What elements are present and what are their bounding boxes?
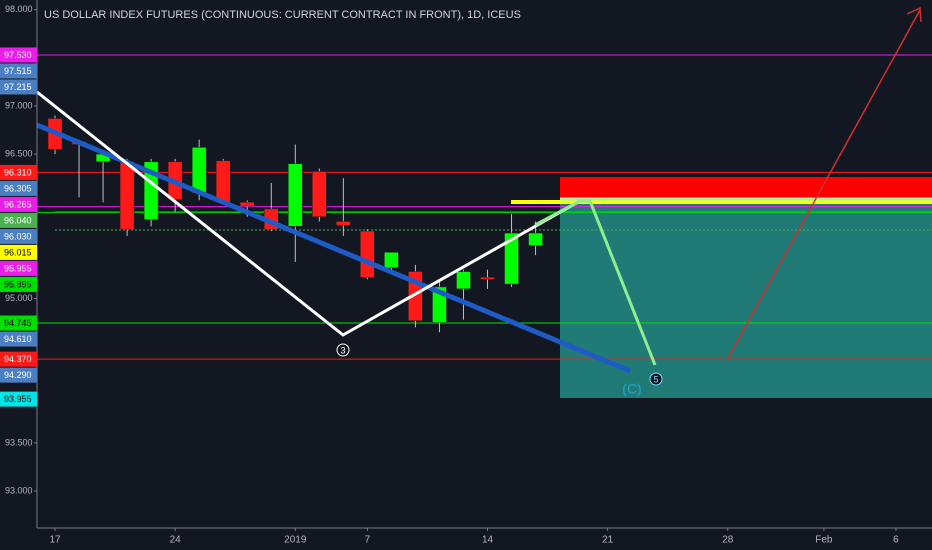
price-label-bg	[0, 63, 37, 79]
blue-trendline	[36, 122, 631, 374]
candle-body	[312, 171, 327, 217]
x-tick-label: 2019	[284, 535, 307, 546]
wave-marker	[336, 343, 350, 357]
target-zone	[560, 198, 932, 398]
price-label-bg	[0, 260, 37, 276]
candle-body	[456, 271, 471, 290]
price-label-bg	[0, 276, 37, 292]
price-label-bg	[0, 180, 37, 196]
price-label: 96.030	[4, 231, 32, 241]
white-wave	[36, 90, 581, 337]
price-label: 94.370	[4, 354, 32, 364]
candle-body	[239, 201, 255, 207]
price-label: 94.745	[4, 318, 32, 328]
x-tick-label: 6	[893, 535, 899, 546]
price-label: 95.955	[4, 263, 32, 273]
price-label: 96.015	[4, 247, 32, 257]
price-label: 94.610	[4, 334, 32, 344]
y-tick-label: 95.000	[5, 293, 33, 303]
wave-label: 3	[340, 345, 345, 355]
candle-body	[288, 163, 303, 227]
wave-label: 5	[653, 374, 658, 384]
price-label: 97.215	[4, 82, 32, 92]
chart-title: US DOLLAR INDEX FUTURES (CONTINUOUS: CUR…	[44, 9, 521, 21]
price-label: 96.040	[4, 215, 32, 225]
red-arrow	[727, 9, 921, 359]
price-label: 97.515	[4, 66, 32, 76]
price-label-bg	[0, 212, 37, 228]
candle-body	[336, 221, 351, 226]
y-tick-label: 93.500	[5, 437, 33, 447]
price-label-bg	[0, 315, 37, 331]
price-label: 94.290	[4, 370, 32, 380]
y-tick-label: 96.500	[5, 148, 33, 158]
x-tick-label: Feb	[815, 535, 833, 546]
price-label: 96.310	[4, 167, 32, 177]
x-tick-label: 14	[482, 535, 494, 546]
candle-body	[360, 230, 375, 278]
price-label-bg	[0, 228, 37, 244]
arrow-head	[906, 6, 922, 23]
y-tick-label: 98.000	[5, 4, 33, 14]
price-label-bg	[0, 244, 37, 260]
price-label: 96.265	[4, 199, 32, 209]
price-label-bg	[0, 164, 37, 180]
x-tick-label: 24	[170, 535, 182, 546]
candle-body	[384, 252, 399, 268]
resistance-zone	[560, 177, 932, 198]
candle-body	[119, 161, 135, 230]
price-label-bg	[0, 367, 37, 383]
x-tick-label: 17	[49, 535, 61, 546]
price-label: 95.895	[4, 279, 32, 289]
price-label-bg	[0, 391, 37, 407]
y-tick-label: 97.000	[5, 100, 33, 110]
price-label: 97.530	[4, 50, 32, 60]
price-label-bg	[0, 79, 37, 95]
price-label-bg	[0, 351, 37, 367]
wave-marker	[649, 372, 663, 386]
candle-body	[215, 160, 231, 203]
x-tick-label: 7	[365, 535, 371, 546]
candle-body	[191, 147, 207, 193]
price-label-bg	[0, 196, 37, 212]
x-tick-label: 28	[722, 535, 734, 546]
price-label: 96.305	[4, 183, 32, 193]
price-label: 93.955	[4, 394, 32, 404]
price-label-bg	[0, 331, 37, 347]
price-label-bg	[0, 47, 37, 63]
y-tick-label: 93.000	[5, 485, 33, 495]
candle-body	[504, 232, 519, 285]
candle-body	[528, 232, 543, 246]
x-tick-label: 21	[602, 535, 614, 546]
projected-wave	[534, 199, 657, 366]
candle-body	[480, 277, 495, 280]
wave-label: (C)	[622, 381, 641, 397]
